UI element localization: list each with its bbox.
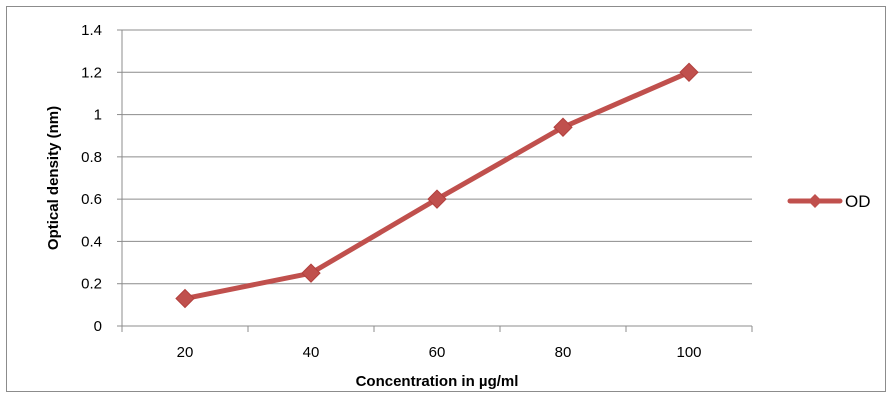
gridlines	[122, 29, 752, 285]
data-point-od-60	[427, 189, 447, 209]
legend-label-od: OD	[845, 192, 871, 211]
y-tick-label: 0.4	[81, 233, 102, 250]
x-tick-label: 60	[429, 344, 446, 361]
series-group	[175, 62, 699, 309]
y-tick-label: 0.6	[81, 191, 102, 208]
y-tick-label: 0.8	[81, 149, 102, 166]
data-point-od-20	[175, 288, 195, 309]
y-tick-label: 1.2	[81, 64, 102, 81]
y-tick-label: 0.2	[81, 276, 102, 293]
y-axis-title: Optical density (nm)	[45, 106, 62, 250]
x-tick-label: 40	[303, 344, 320, 361]
x-tick-label: 20	[177, 344, 194, 361]
series-line-od	[182, 69, 692, 302]
x-axis-title: Concentration in µg/ml	[356, 373, 519, 390]
y-tick-label: 1	[94, 107, 102, 124]
axes	[117, 29, 753, 332]
y-tick-label: 0	[94, 318, 102, 335]
y-tick-label: 1.4	[81, 22, 102, 39]
x-tick-labels: 20 40 60 80 100	[177, 344, 702, 361]
x-tick-label: 100	[676, 344, 701, 361]
data-point-od-80	[553, 117, 573, 137]
data-point-od-100	[679, 62, 699, 82]
legend: OD	[787, 192, 871, 211]
y-tick-labels: 0 0.2 0.4 0.6 0.8 1 1.2 1.4	[81, 22, 102, 335]
legend-marker-od	[808, 194, 822, 208]
x-tick-label: 80	[555, 344, 572, 361]
data-point-od-40	[301, 263, 321, 283]
